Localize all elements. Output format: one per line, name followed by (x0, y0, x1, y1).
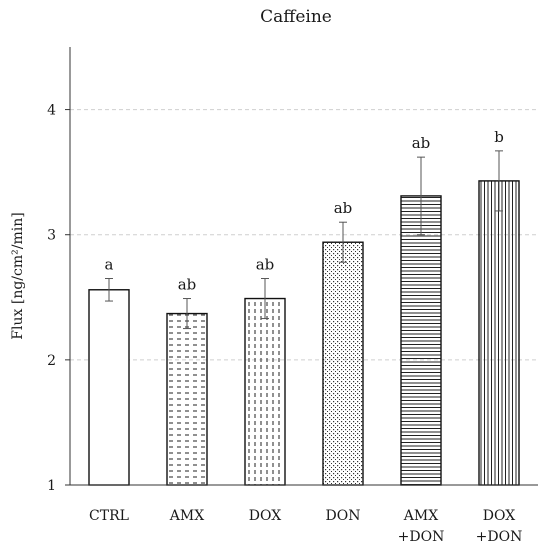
x-tick-label: DOX (483, 508, 515, 524)
axes (65, 47, 538, 486)
significance-letter: a (105, 256, 114, 274)
x-tick-label: AMX (169, 508, 204, 524)
significance-letter: ab (178, 276, 197, 294)
x-tick-label: DOX (249, 508, 281, 524)
y-tick-label: 2 (47, 353, 56, 369)
bar (400, 195, 442, 486)
x-tick-label: DON (326, 508, 361, 524)
bar (244, 297, 286, 486)
x-tick-label-line2: +DON (476, 529, 523, 545)
y-tick-label: 3 (47, 228, 56, 244)
y-axis-label: Flux [ng/cm²/min] (10, 212, 26, 339)
x-tick-label: CTRL (89, 508, 129, 524)
significance-letter: ab (256, 256, 275, 274)
y-tick-label: 4 (47, 103, 56, 119)
gridlines (70, 109, 538, 361)
x-tick-label: AMX (403, 508, 438, 524)
significance-letter: ab (334, 199, 353, 217)
bar (166, 312, 208, 486)
bar (322, 241, 364, 486)
bar (478, 180, 520, 486)
significance-letter: ab (412, 134, 431, 152)
significance-letter: b (494, 128, 504, 146)
bars (88, 150, 520, 486)
bar (88, 289, 130, 486)
labels: 1 2 3 4 a CTRL ab AMX ab DOX ab DON ab AMX +DON b DOX +DO… (47, 103, 522, 545)
x-tick-label-line2: +DON (398, 529, 445, 545)
y-tick-label: 1 (47, 478, 56, 494)
chart-title: Caffeine (260, 7, 332, 27)
